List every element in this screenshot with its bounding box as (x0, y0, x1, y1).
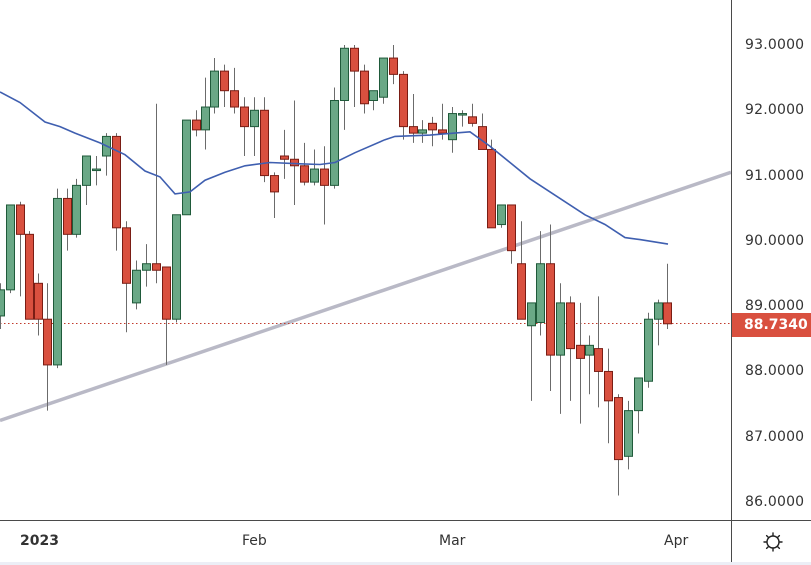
price-tick: 92.0000 (745, 102, 805, 118)
candle-up (250, 109, 259, 128)
candle-up (310, 168, 319, 183)
candle-down (63, 197, 72, 235)
candle-up (182, 119, 191, 216)
candle-up (624, 410, 633, 457)
plot-area[interactable] (0, 0, 731, 520)
time-axis[interactable]: 2023 Feb Mar Apr (0, 520, 731, 563)
price-tick: 87.0000 (745, 429, 805, 445)
candle-down (220, 70, 229, 92)
trendline (0, 170, 731, 423)
candle-up (53, 197, 62, 366)
candle-down (43, 318, 52, 366)
candle-up (172, 214, 181, 320)
candle-down (399, 73, 408, 128)
price-axis[interactable]: 93.0000 92.0000 91.0000 90.0000 89.0000 … (731, 0, 811, 520)
candle-down (409, 126, 418, 134)
candle-down (566, 302, 575, 350)
candle-down (192, 119, 201, 131)
price-tick: 90.0000 (745, 233, 805, 249)
candle-up (644, 318, 653, 382)
candle-down (320, 168, 329, 186)
candle-down (152, 263, 161, 271)
candle-up (458, 113, 467, 116)
candle-down (614, 397, 623, 461)
candle-down (604, 370, 613, 402)
candle-down (360, 70, 369, 105)
candle-up (556, 302, 565, 356)
candle-down (25, 233, 34, 320)
candle-up (330, 99, 339, 186)
time-tick-year: 2023 (20, 533, 59, 549)
candle-down (162, 266, 171, 320)
candle-down (270, 175, 279, 193)
candle-down (663, 302, 672, 325)
candle-up (132, 269, 141, 304)
candle-down (112, 135, 121, 229)
candle-up (142, 263, 151, 271)
candle-down (517, 263, 526, 320)
candle-down (240, 106, 249, 128)
candle-up (92, 168, 101, 172)
candle-down (280, 155, 289, 160)
candle-up (6, 204, 15, 291)
price-tick: 91.0000 (745, 168, 805, 184)
bottom-strip (0, 562, 811, 565)
candle-up (82, 155, 91, 186)
moving-average-line (0, 91, 669, 245)
candle-down (34, 282, 43, 320)
candle-down (487, 148, 496, 229)
candle-up (654, 302, 663, 320)
time-tick-apr: Apr (664, 533, 689, 549)
price-tick: 88.0000 (745, 363, 805, 379)
time-tick-feb: Feb (242, 533, 267, 549)
candle-up (418, 129, 427, 134)
candle-up (448, 113, 457, 141)
candle-up (210, 70, 219, 108)
candle-up (379, 57, 388, 98)
price-tick: 93.0000 (745, 37, 805, 53)
candle-down (428, 122, 437, 131)
candle-up (201, 106, 210, 131)
candle-down (230, 90, 239, 108)
candle-up (340, 47, 349, 101)
candle-down (546, 263, 555, 356)
candle-down (438, 129, 447, 134)
candle-up (634, 377, 643, 412)
candle-down (300, 165, 309, 183)
gear-icon (763, 532, 783, 552)
price-plot (0, 45, 731, 496)
candle-down (260, 109, 269, 177)
candle-up (72, 184, 81, 235)
candle-up (585, 344, 594, 356)
chart-settings-button[interactable] (731, 520, 811, 563)
time-tick-mar: Mar (439, 533, 466, 549)
candle-down (507, 204, 516, 252)
candle-up (369, 90, 378, 101)
candle-up (0, 289, 5, 317)
candle-down (468, 116, 477, 124)
candle-down (594, 348, 603, 372)
last-price-badge: 88.7340 (732, 313, 811, 337)
candle-down (389, 57, 398, 75)
candle-down (122, 227, 131, 284)
candle-up (497, 204, 506, 226)
price-tick: 89.0000 (745, 298, 805, 314)
candle-up (536, 263, 545, 323)
price-tick: 86.0000 (745, 494, 805, 510)
candle-down (16, 204, 25, 235)
candle-down (290, 158, 299, 167)
candle-down (350, 47, 359, 72)
candle-up (527, 302, 536, 327)
candle-down (576, 344, 585, 359)
